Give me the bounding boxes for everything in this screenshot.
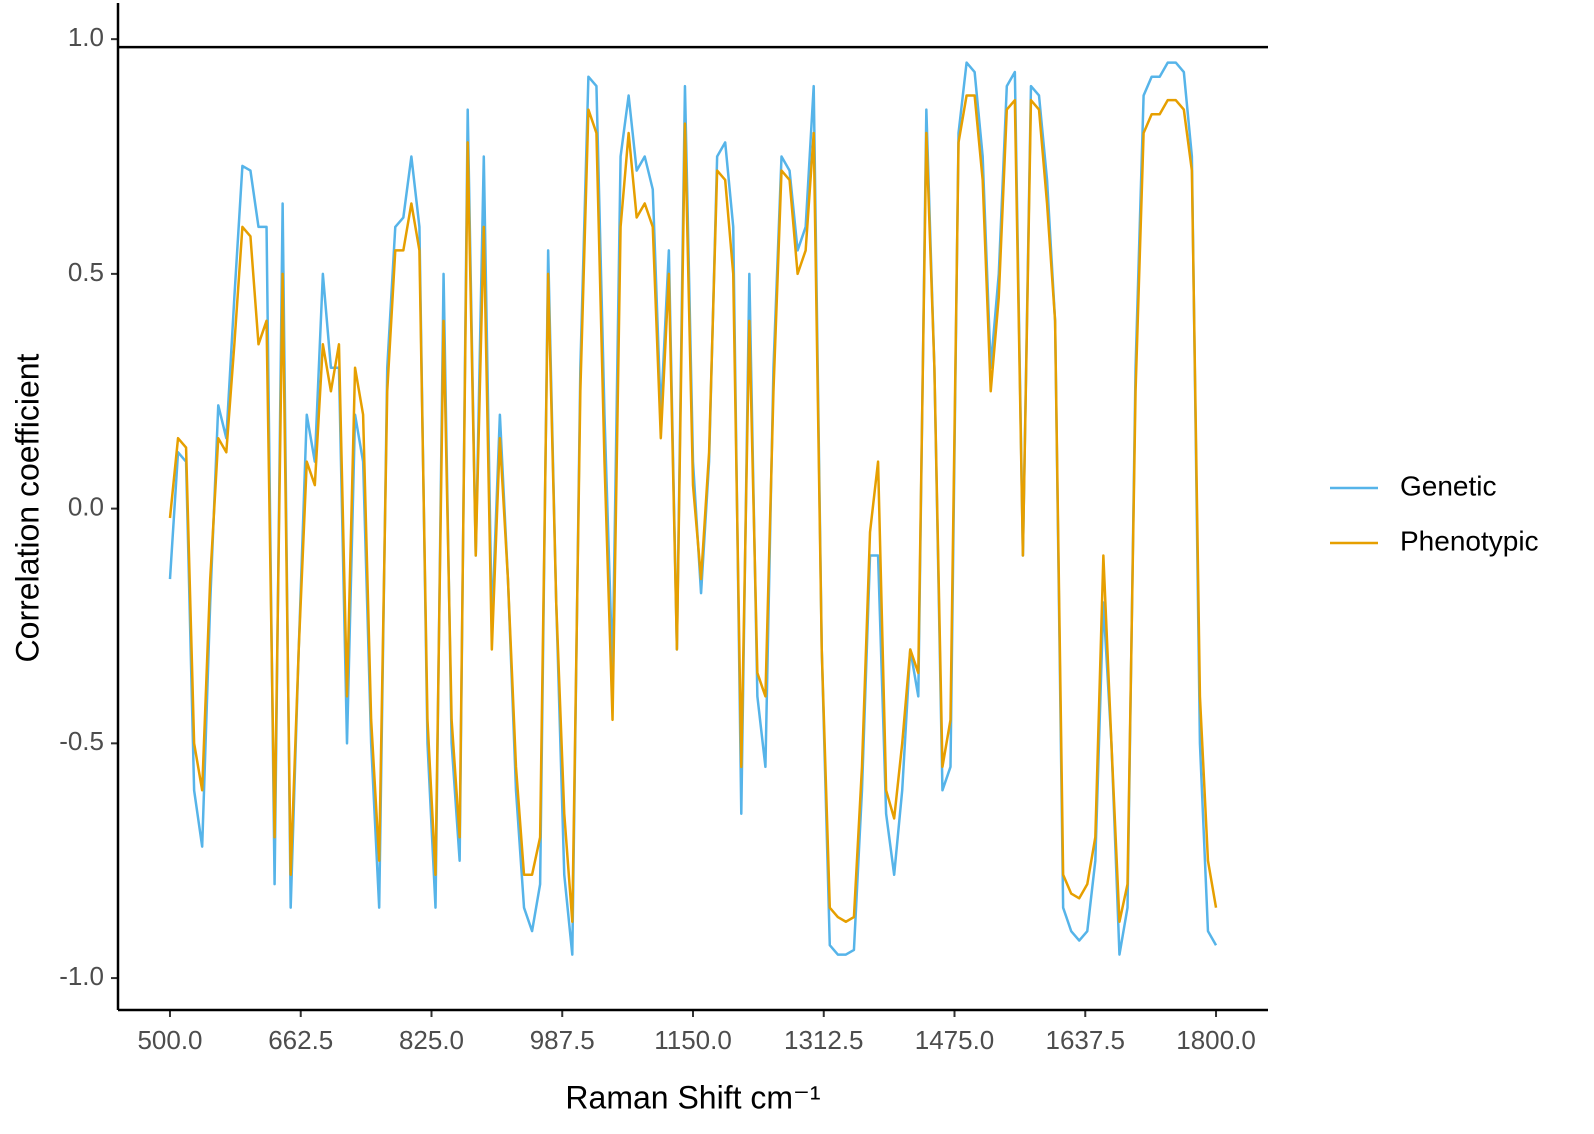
y-tick-label: 0.5 [68, 257, 104, 287]
legend-label: Genetic [1400, 470, 1497, 501]
x-tick-label: 500.0 [137, 1025, 202, 1055]
x-tick-label: 825.0 [399, 1025, 464, 1055]
y-tick-label: 0.0 [68, 491, 104, 521]
x-tick-label: 1637.5 [1045, 1025, 1125, 1055]
x-tick-label: 1800.0 [1176, 1025, 1256, 1055]
y-axis-title: Correlation coefficient [9, 353, 45, 662]
y-tick-label: -0.5 [59, 726, 104, 756]
x-axis-title: Raman Shift cm⁻¹ [565, 1079, 820, 1115]
series-line [168, 94, 1218, 923]
x-tick-label: 1475.0 [915, 1025, 995, 1055]
x-tick-label: 662.5 [268, 1025, 333, 1055]
series-line [168, 61, 1218, 956]
y-tick-label: -1.0 [59, 961, 104, 991]
x-tick-label: 1312.5 [784, 1025, 864, 1055]
x-tick-label: 1150.0 [654, 1025, 732, 1055]
legend-label: Phenotypic [1400, 525, 1539, 556]
y-tick-label: 1.0 [68, 22, 104, 52]
x-tick-label: 987.5 [530, 1025, 595, 1055]
